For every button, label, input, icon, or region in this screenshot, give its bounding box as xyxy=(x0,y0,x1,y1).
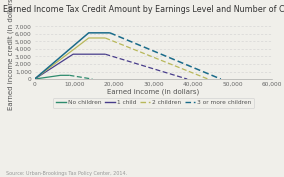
X-axis label: Earned income (in dollars): Earned income (in dollars) xyxy=(107,88,200,95)
Text: Source: Urban-Brookings Tax Policy Center, 2014.: Source: Urban-Brookings Tax Policy Cente… xyxy=(6,171,127,176)
Y-axis label: Earned income credit (in dollars): Earned income credit (in dollars) xyxy=(7,0,14,110)
Legend: No children, 1 child, 2 children, 3 or more children: No children, 1 child, 2 children, 3 or m… xyxy=(53,98,254,108)
Text: Earned Income Tax Credit Amount by Earnings Level and Number of Children,  2014: Earned Income Tax Credit Amount by Earni… xyxy=(3,5,284,14)
